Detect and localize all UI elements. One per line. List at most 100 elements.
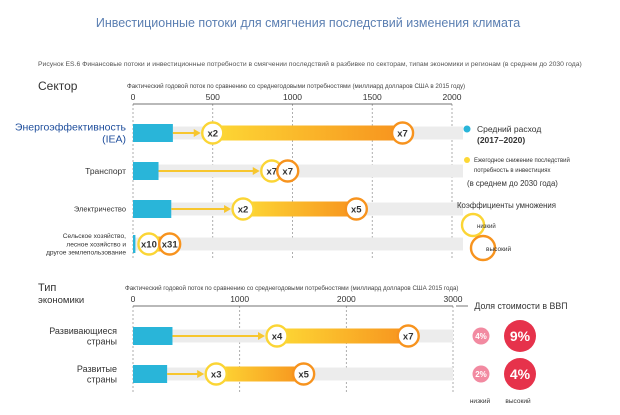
panel-1-arrow-head xyxy=(197,370,205,378)
panel-0-tick-label: 1000 xyxy=(283,92,302,102)
panel-0-arrow-head xyxy=(193,129,201,137)
panel-0-high-multiplier-label: x31 xyxy=(162,240,179,251)
gdp-high-value: 9% xyxy=(510,328,531,344)
gdp-low-bubble xyxy=(472,327,490,345)
panel-0-current-bar xyxy=(133,200,172,218)
legend-current-label: (2017–2020) xyxy=(477,135,525,145)
panel-0-group-label: Сектор xyxy=(38,79,78,93)
panel-0-category-label: Электричество xyxy=(74,205,126,214)
panel-0-low-multiplier: x10 xyxy=(137,232,161,256)
panel-0-low-multiplier-label: x2 xyxy=(207,129,218,140)
panel-1-need-range xyxy=(277,328,409,344)
panel-0-arrow-head xyxy=(224,205,232,213)
panel-0-high-multiplier-ring xyxy=(276,159,300,183)
legend-need-label: (в среднем до 2030 года) xyxy=(467,179,558,188)
page-title: Инвестиционные потоки для смягчения посл… xyxy=(96,16,520,30)
panel-0-low-multiplier-label: x7 xyxy=(266,167,277,178)
panel-0-category-label: лесное хозяйство и xyxy=(66,240,126,248)
gdp-low-bubble xyxy=(472,365,490,383)
panel-1-category-label: Развитые xyxy=(77,364,117,374)
gdp-high-bubble xyxy=(504,358,536,390)
panel-0-need-range xyxy=(212,125,403,141)
panel-0-high-multiplier: x7 xyxy=(390,121,415,145)
panel-1-low-multiplier: x4 xyxy=(265,324,289,348)
panel-0-category-label: Энергоэффективность xyxy=(15,122,127,134)
panel-1-current-bar xyxy=(133,365,168,383)
panel-0-high-multiplier-ring xyxy=(390,121,415,145)
panel-0-current-bar xyxy=(133,124,173,142)
panel-0-low-multiplier-ring xyxy=(231,197,255,221)
panel-0-current-bar xyxy=(133,235,136,253)
panel-0-low-multiplier-label: x2 xyxy=(238,205,249,216)
legend-low-ring xyxy=(460,212,486,238)
panel-1-tick-label: 2000 xyxy=(337,294,356,304)
panel-1-high-multiplier: x7 xyxy=(396,324,420,348)
panel-0-arrow-head xyxy=(252,167,260,175)
panel-0-high-multiplier-ring xyxy=(157,232,182,256)
panel-0-high-multiplier-label: x5 xyxy=(351,205,362,216)
panel-0-low-multiplier: x2 xyxy=(231,197,255,221)
legend-high-label: высокий xyxy=(486,245,512,253)
panel-1-low-multiplier-label: x3 xyxy=(211,370,222,381)
legend-need-label: Ежегодное снижение последствий xyxy=(474,157,570,164)
panel-1-need-range xyxy=(216,366,304,382)
panel-1-low-multiplier-label: x4 xyxy=(272,332,283,343)
panel-0-high-multiplier: x5 xyxy=(344,197,368,221)
legend-current-label: Средний расход xyxy=(477,124,541,134)
legend-current-swatch xyxy=(463,125,471,133)
panel-0-low-multiplier: x2 xyxy=(201,121,225,145)
panel-0-high-multiplier-ring xyxy=(344,197,368,221)
legend-need-swatch xyxy=(464,157,470,163)
panel-0-category-label: другое землепользование xyxy=(46,249,126,256)
panel-0-category-label: Сельское хозяйство, xyxy=(63,232,126,240)
panel-0-high-multiplier: x31 xyxy=(157,232,182,256)
panel-0-low-multiplier-label: x10 xyxy=(141,240,157,251)
panel-1-high-multiplier-label: x7 xyxy=(403,332,414,343)
panel-1-group-label: экономики xyxy=(38,295,84,306)
panel-1-tick-label: 3000 xyxy=(444,294,463,304)
panel-0-axis-label: Фактический годовой поток по сравнению с… xyxy=(127,83,465,90)
panel-1-tick-label: 1000 xyxy=(230,294,249,304)
panel-0-high-multiplier-label: x7 xyxy=(282,167,293,178)
panel-1-low-multiplier: x3 xyxy=(204,362,228,386)
panel-1-high-multiplier-ring xyxy=(291,362,316,386)
panel-0-current-bar xyxy=(133,162,159,180)
legend-low-label: низкий xyxy=(477,223,496,230)
panel-0-tick-label: 2000 xyxy=(443,92,462,102)
panel-0-high-multiplier-label: x7 xyxy=(397,129,408,140)
panel-1-group-label: Тип xyxy=(38,282,56,294)
panel-1-high-multiplier-label: x5 xyxy=(298,370,309,381)
panel-0-tick-label: 0 xyxy=(131,92,136,102)
gdp-share-header: Доля стоимости в ВВП xyxy=(474,301,567,311)
panel-0-tick-label: 500 xyxy=(206,92,220,102)
panel-1-category-label: страны xyxy=(87,374,117,384)
panel-0-category-label: (IEA) xyxy=(102,134,126,146)
panel-1-category-label: страны xyxy=(87,336,117,346)
panel-1-arrow-head xyxy=(258,332,265,340)
legend-need-label: потребность в инвестициях xyxy=(474,168,551,174)
legend-high-ring xyxy=(469,234,497,262)
legend-multipliers-title: Коэффициенты умножения xyxy=(457,201,556,210)
gdp-low-value: 4% xyxy=(475,332,487,341)
panel-1-category-label: Развивающиеся xyxy=(49,326,117,336)
panel-1-tick-label: 0 xyxy=(131,294,136,304)
panel-0-tick-label: 1500 xyxy=(363,92,382,102)
panel-0-high-multiplier: x7 xyxy=(276,159,300,183)
panel-1-high-multiplier: x5 xyxy=(291,362,316,386)
panel-1-axis-label: Фактический годовой поток по сравнению с… xyxy=(125,285,458,292)
figure-caption: Рисунок ES.6 Финансовые потоки и инвести… xyxy=(38,60,582,68)
gdp-high-label: высокий xyxy=(505,397,531,405)
gdp-low-label: низкий xyxy=(470,397,491,405)
gdp-low-value: 2% xyxy=(475,370,487,379)
panel-0-track xyxy=(133,237,463,251)
gdp-high-value: 4% xyxy=(510,366,531,382)
gdp-high-bubble xyxy=(504,320,536,352)
panel-0-low-multiplier-ring xyxy=(201,121,225,145)
panel-1-low-multiplier-ring xyxy=(265,324,289,348)
panel-1-high-multiplier-ring xyxy=(396,324,420,348)
panel-1-current-bar xyxy=(133,327,173,345)
panel-0-need-range xyxy=(243,201,357,217)
panel-0-category-label: Транспорт xyxy=(85,166,126,176)
panel-1-low-multiplier-ring xyxy=(204,362,228,386)
